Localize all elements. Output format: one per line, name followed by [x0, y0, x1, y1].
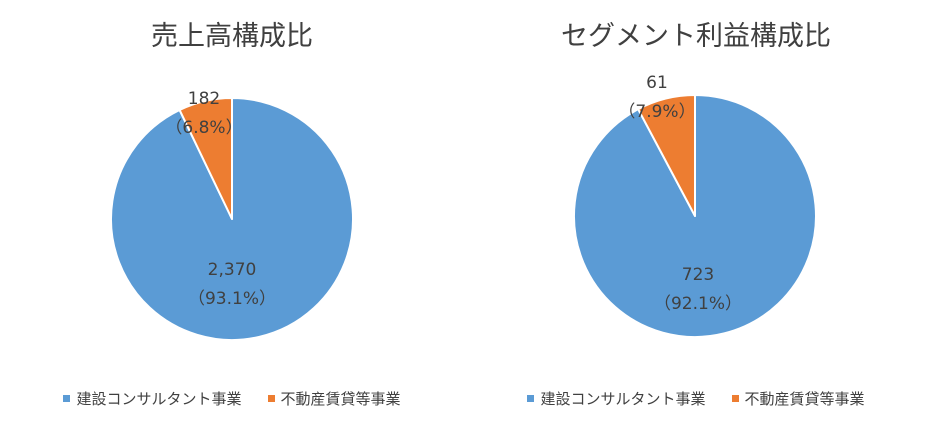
- legend-label: 建設コンサルタント事業: [540, 390, 706, 408]
- pie-slice-real-estate: [178, 97, 233, 220]
- legend-swatch-real-estate: [267, 395, 275, 402]
- data-label-value: 61: [646, 73, 668, 93]
- data-label-percent: （6.8%）: [165, 118, 242, 138]
- legend-label: 不動産賃貸等事業: [280, 390, 401, 408]
- legend-swatch-real-estate: [731, 395, 739, 402]
- data-label-percent: （92.1%）: [654, 294, 742, 314]
- legend-item: 不動産賃貸等事業: [731, 388, 865, 409]
- chart-title: 売上高構成比: [151, 21, 313, 52]
- data-label-percent: （7.9%）: [618, 102, 695, 122]
- pie-svg: 2,370 （93.1%） 182 （6.8%）: [110, 89, 355, 341]
- legend-swatch-construction: [527, 395, 535, 402]
- data-label-value: 182: [188, 89, 220, 109]
- data-label-value: 723: [682, 265, 714, 285]
- pie-slice-real-estate: [637, 94, 696, 217]
- legend: 建設コンサルタント事業 不動産賃貸等事業: [464, 388, 928, 409]
- sales-composition-chart: 売上高構成比 2,370 （93.1%） 182 （6.8%） 建設コンサルタン…: [0, 21, 464, 409]
- segment-profit-composition-chart: セグメント利益構成比 723 （92.1%） 61 （7.9%） 建設コンサルタ…: [464, 0, 928, 424]
- legend-label: 不動産賃貸等事業: [744, 390, 865, 408]
- data-label-value: 2,370: [208, 260, 257, 280]
- legend-item: 建設コンサルタント事業: [527, 388, 706, 409]
- pie-svg: 723 （92.1%） 61 （7.9%）: [573, 73, 817, 338]
- legend-item: 不動産賃貸等事業: [267, 388, 401, 409]
- legend-swatch-construction: [63, 395, 71, 402]
- legend-label: 建設コンサルタント事業: [76, 390, 242, 408]
- chart-title: セグメント利益構成比: [561, 21, 831, 52]
- data-label-percent: （93.1%）: [188, 289, 276, 309]
- legend-item: 建設コンサルタント事業: [63, 388, 242, 409]
- legend: 建設コンサルタント事業 不動産賃貸等事業: [0, 388, 464, 409]
